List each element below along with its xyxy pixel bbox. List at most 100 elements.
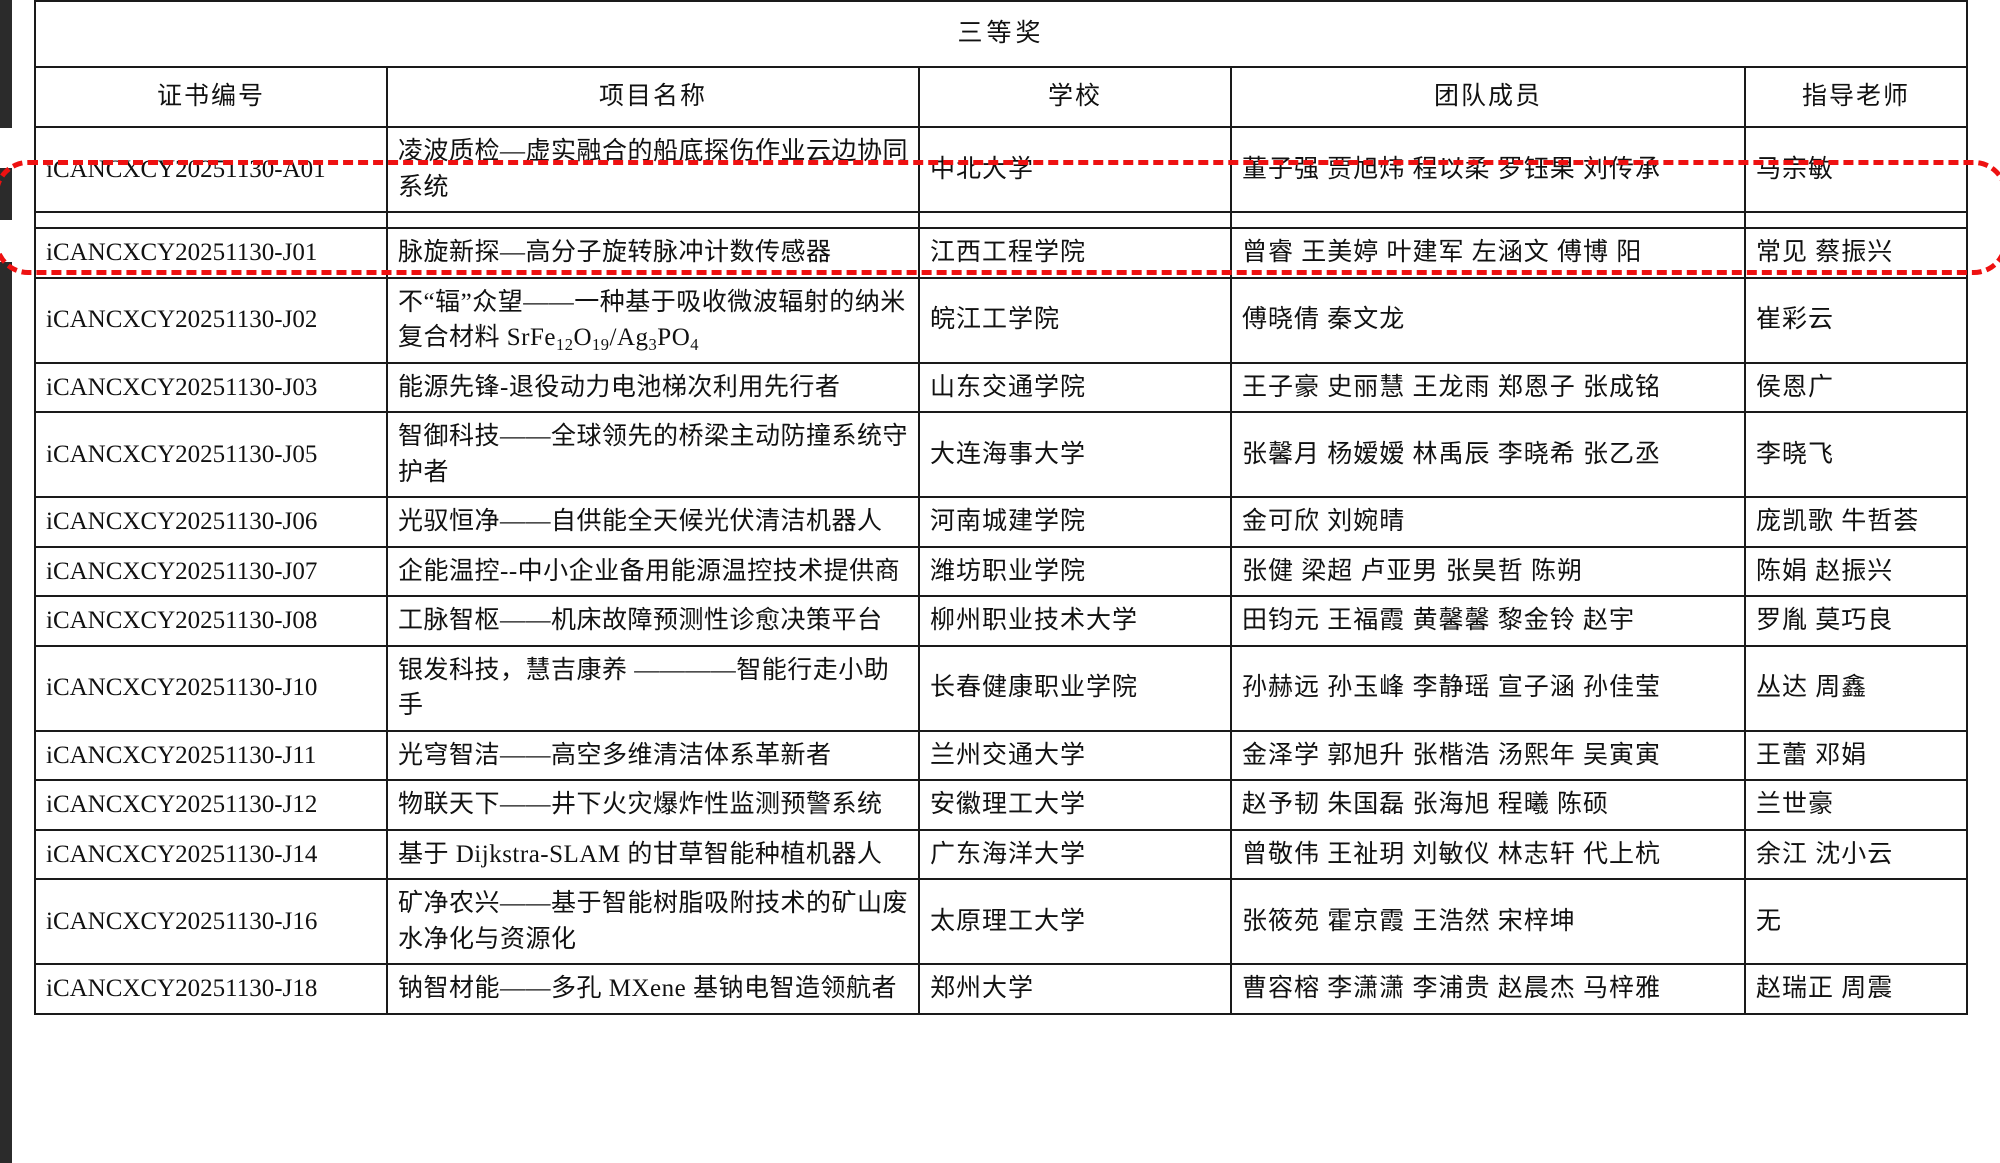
cell-project: 矿净农兴——基于智能树脂吸附技术的矿山废水净化与资源化 (386, 878, 920, 965)
table-row-gap (34, 212, 1968, 229)
cell-cert: iCANCXCY20251130-J07 (34, 545, 388, 597)
cell-school: 长春健康职业学院 (918, 644, 1232, 732)
table-header-row: 证书编号 项目名称 学校 团队成员 指导老师 (34, 66, 1968, 128)
cell-teacher: 丛达 周鑫 (1744, 644, 1968, 732)
table-row: iCANCXCY20251130-J12 物联天下——井下火灾爆炸性监测预警系统… (34, 779, 1968, 831)
table-row: iCANCXCY20251130-J16 矿净农兴——基于智能树脂吸附技术的矿山… (34, 878, 1968, 965)
edge-mark-top (0, 0, 12, 128)
award-table: 三等奖 证书编号 项目名称 学校 团队成员 指导老师 iCANCXCY20251… (34, 0, 1968, 1015)
cell-team: 曹容榕 李潇潇 李浦贵 赵晨杰 马梓雅 (1230, 963, 1746, 1015)
table-row: iCANCXCY20251130-J14 基于 Dijkstra-SLAM 的甘… (34, 828, 1968, 880)
cell-project: 凌波质检—虚实融合的船底探伤作业云边协同系统 (386, 126, 920, 213)
formula-subscript: 12 (555, 334, 574, 354)
table-row: iCANCXCY20251130-J06 光驭恒净——自供能全天候光伏清洁机器人… (34, 496, 1968, 548)
cell-cert: iCANCXCY20251130-J02 (34, 276, 388, 364)
cell-project: 企能温控--中小企业备用能源温控技术提供商 (386, 545, 920, 597)
cell-team: 张健 梁超 卢亚男 张昊哲 陈朔 (1230, 545, 1746, 597)
project-text-part: O (573, 324, 593, 351)
project-text-part: 不“辐”众望——一种基于吸收微波辐射的纳米复合材料 SrFe (398, 288, 906, 352)
cell-cert: iCANCXCY20251130-J12 (34, 779, 388, 831)
cell-school: 皖江工学院 (918, 276, 1232, 364)
cell-project: 基于 Dijkstra-SLAM 的甘草智能种植机器人 (386, 828, 920, 880)
cell-school: 广东海洋大学 (918, 828, 1232, 880)
cell-teacher: 兰世豪 (1744, 779, 1968, 831)
cell-school: 山东交通学院 (918, 361, 1232, 413)
cell-cert: iCANCXCY20251130-J18 (34, 963, 388, 1015)
cell-project: 光穹智洁——高空多维清洁体系革新者 (386, 729, 920, 781)
cell-project: 脉旋新探—高分子旋转脉冲计数传感器 (386, 227, 920, 279)
cell-cert: iCANCXCY20251130-J08 (34, 595, 388, 647)
cell-project: 不“辐”众望——一种基于吸收微波辐射的纳米复合材料 SrFe12O19/Ag3P… (386, 276, 920, 364)
cell-teacher: 李晓飞 (1744, 411, 1968, 498)
cell-team: 金泽学 郭旭升 张楷浩 汤熙年 吴寅寅 (1230, 729, 1746, 781)
cell-school: 太原理工大学 (918, 878, 1232, 965)
table-row: iCANCXCY20251130-J02 不“辐”众望——一种基于吸收微波辐射的… (34, 276, 1968, 364)
table-row: iCANCXCY20251130-J05 智御科技——全球领先的桥梁主动防撞系统… (34, 411, 1968, 498)
cell-teacher: 常见 蔡振兴 (1744, 227, 1968, 279)
column-header-school: 学校 (918, 66, 1232, 128)
cell-school: 柳州职业技术大学 (918, 595, 1232, 647)
column-header-team: 团队成员 (1230, 66, 1746, 128)
cell-teacher: 崔彩云 (1744, 276, 1968, 364)
cell-teacher: 赵瑞正 周震 (1744, 963, 1968, 1015)
cell-school: 潍坊职业学院 (918, 545, 1232, 597)
cell-project: 工脉智枢——机床故障预测性诊愈决策平台 (386, 595, 920, 647)
cell-school: 河南城建学院 (918, 496, 1232, 548)
cell-team: 王子豪 史丽慧 王龙雨 郑恩子 张成铭 (1230, 361, 1746, 413)
award-level-banner: 三等奖 (34, 0, 1968, 68)
cell-teacher: 庞凯歌 牛哲荟 (1744, 496, 1968, 548)
cell-school: 中北大学 (918, 126, 1232, 213)
cell-gap-project (386, 212, 920, 229)
cell-cert: iCANCXCY20251130-J14 (34, 828, 388, 880)
table-row: iCANCXCY20251130-J10 银发科技，慧吉康养 ————智能行走小… (34, 644, 1968, 732)
cell-cert: iCANCXCY20251130-A01 (34, 126, 388, 213)
cell-cert: iCANCXCY20251130-J01 (34, 227, 388, 279)
cell-cert: iCANCXCY20251130-J11 (34, 729, 388, 781)
edge-mark-mid (0, 168, 12, 220)
table-row: iCANCXCY20251130-J11 光穹智洁——高空多维清洁体系革新者 兰… (34, 729, 1968, 781)
cell-team: 孙赫远 孙玉峰 李静瑶 宣子涵 孙佳莹 (1230, 644, 1746, 732)
cell-teacher: 余江 沈小云 (1744, 828, 1968, 880)
cell-project: 钠智材能——多孔 MXene 基钠电智造领航者 (386, 963, 920, 1015)
column-header-project: 项目名称 (386, 66, 920, 128)
cell-cert: iCANCXCY20251130-J16 (34, 878, 388, 965)
edge-mark-low (0, 262, 12, 1163)
table-row: iCANCXCY20251130-A01 凌波质检—虚实融合的船底探伤作业云边协… (34, 126, 1968, 213)
cell-teacher: 无 (1744, 878, 1968, 965)
cell-team: 赵予韧 朱国磊 张海旭 程曦 陈硕 (1230, 779, 1746, 831)
cell-teacher: 马宗敏 (1744, 126, 1968, 213)
cell-gap-school (918, 212, 1232, 229)
cell-team: 张馨月 杨嫒嫒 林禹辰 李晓希 张乙丞 (1230, 411, 1746, 498)
cell-gap-team (1230, 212, 1746, 229)
column-header-teacher: 指导老师 (1744, 66, 1968, 128)
cell-school: 江西工程学院 (918, 227, 1232, 279)
cell-project: 银发科技，慧吉康养 ————智能行走小助手 (386, 644, 920, 732)
cell-teacher: 侯恩广 (1744, 361, 1968, 413)
award-banner-row: 三等奖 (34, 0, 1968, 68)
cell-cert: iCANCXCY20251130-J03 (34, 361, 388, 413)
formula-subscript: 19 (592, 334, 610, 354)
cell-school: 大连海事大学 (918, 411, 1232, 498)
cell-team: 田钧元 王福霞 黄馨馨 黎金铃 赵宇 (1230, 595, 1746, 647)
cell-school: 安徽理工大学 (918, 779, 1232, 831)
cell-team: 傅晓倩 秦文龙 (1230, 276, 1746, 364)
table-row: iCANCXCY20251130-J01 脉旋新探—高分子旋转脉冲计数传感器 江… (34, 227, 1968, 279)
formula-subscript: 3 (648, 334, 658, 354)
cell-gap-teacher (1744, 212, 1968, 229)
cell-teacher: 陈娟 赵振兴 (1744, 545, 1968, 597)
cell-cert: iCANCXCY20251130-J10 (34, 644, 388, 732)
page-left-margin (0, 0, 28, 1163)
cell-cert: iCANCXCY20251130-J05 (34, 411, 388, 498)
cell-team: 曾睿 王美婷 叶建军 左涵文 傅博 阳 (1230, 227, 1746, 279)
project-text-part: /Ag (609, 324, 649, 351)
table-row: iCANCXCY20251130-J08 工脉智枢——机床故障预测性诊愈决策平台… (34, 595, 1968, 647)
table-row: iCANCXCY20251130-J03 能源先锋-退役动力电池梯次利用先行者 … (34, 361, 1968, 413)
column-header-cert: 证书编号 (34, 66, 388, 128)
cell-teacher: 罗胤 莫巧良 (1744, 595, 1968, 647)
cell-project: 智御科技——全球领先的桥梁主动防撞系统守护者 (386, 411, 920, 498)
cell-team: 张筱苑 霍京霞 王浩然 宋梓坤 (1230, 878, 1746, 965)
project-text-part: PO (657, 324, 691, 351)
table-row: iCANCXCY20251130-J18 钠智材能——多孔 MXene 基钠电智… (34, 963, 1968, 1015)
cell-project: 物联天下——井下火灾爆炸性监测预警系统 (386, 779, 920, 831)
